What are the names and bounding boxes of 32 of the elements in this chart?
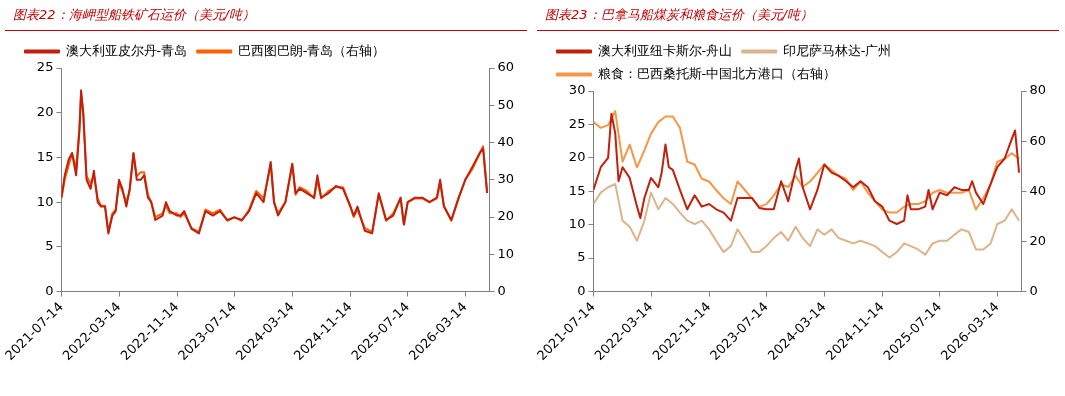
y-tick-label: 30 — [568, 82, 586, 98]
y2-tick-label: 60 — [1029, 132, 1046, 148]
legend-label: 粮食：巴西桑托斯-中国北方港口（右轴） — [597, 65, 837, 81]
legend-label: 澳大利亚纽卡斯尔-舟山 — [597, 42, 733, 58]
y-tick-label: 10 — [36, 193, 54, 209]
y-tick-label: 15 — [36, 148, 54, 164]
legend-label: 印尼萨马林达-广州 — [782, 42, 892, 58]
chart-title: 图表22：海岬型船铁矿石运价（美元/吨） — [5, 0, 527, 31]
y2-tick-label: 80 — [1029, 82, 1046, 98]
y-tick-label: 5 — [45, 238, 54, 254]
chart-title: 图表23：巴拿马船煤炭和粮食运价（美元/吨） — [537, 0, 1059, 31]
y-tick-label: 25 — [568, 115, 586, 131]
y-tick-label: 10 — [568, 216, 586, 232]
y2-tick-label: 50 — [497, 96, 514, 112]
y-tick-label: 25 — [36, 59, 54, 75]
y2-tick-label: 40 — [497, 133, 514, 149]
y2-tick-label: 20 — [1029, 232, 1046, 248]
y2-tick-label: 10 — [497, 245, 514, 261]
y2-tick-label: 40 — [1029, 182, 1046, 198]
y2-tick-label: 60 — [497, 59, 514, 75]
legend-label: 巴西图巴朗-青岛（右轴） — [237, 42, 386, 58]
y2-tick-label: 30 — [497, 171, 514, 187]
y2-tick-label: 20 — [497, 208, 514, 224]
y-tick-label: 0 — [577, 282, 586, 298]
y-tick-label: 5 — [577, 249, 586, 265]
y2-tick-label: 0 — [1029, 282, 1038, 298]
legend-label: 澳大利亚皮尔丹-青岛 — [65, 42, 188, 58]
y-tick-label: 20 — [568, 149, 586, 165]
y-tick-label: 15 — [568, 182, 586, 198]
y2-tick-label: 0 — [497, 282, 506, 298]
y-tick-label: 20 — [36, 104, 54, 120]
y-tick-label: 0 — [45, 282, 54, 298]
